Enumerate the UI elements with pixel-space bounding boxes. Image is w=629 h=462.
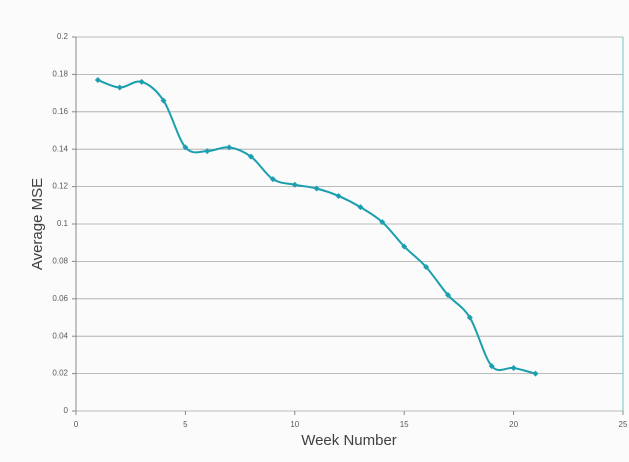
x-tick-label: 5 bbox=[183, 420, 188, 429]
y-axis-title: Average MSE bbox=[29, 178, 46, 270]
x-axis-title: Week Number bbox=[301, 432, 397, 449]
y-tick-label: 0.04 bbox=[52, 331, 68, 340]
y-tick-label: 0 bbox=[64, 406, 69, 415]
y-tick-label: 0.18 bbox=[52, 70, 68, 79]
y-tick-label: 0.06 bbox=[52, 294, 68, 303]
y-tick-label: 0.2 bbox=[57, 32, 69, 41]
x-tick-label: 10 bbox=[290, 420, 299, 429]
y-tick-label: 0.14 bbox=[52, 144, 68, 153]
page: {"chart_data": {"type": "scatter-smooth-… bbox=[0, 0, 629, 462]
x-tick-label: 25 bbox=[619, 420, 628, 429]
background bbox=[0, 0, 629, 462]
x-tick-label: 20 bbox=[509, 420, 518, 429]
y-tick-label: 0.1 bbox=[57, 219, 69, 228]
y-tick-label: 0.08 bbox=[52, 257, 68, 266]
chart: Week Number Average MSE 0 0.02 0.04 0.06 0.0… bbox=[0, 0, 629, 462]
x-tick-label: 15 bbox=[400, 420, 409, 429]
y-tick-label: 0.02 bbox=[52, 369, 68, 378]
y-tick-label: 0.16 bbox=[52, 107, 68, 116]
x-tick-label: 0 bbox=[74, 420, 79, 429]
y-tick-label: 0.12 bbox=[52, 182, 68, 191]
